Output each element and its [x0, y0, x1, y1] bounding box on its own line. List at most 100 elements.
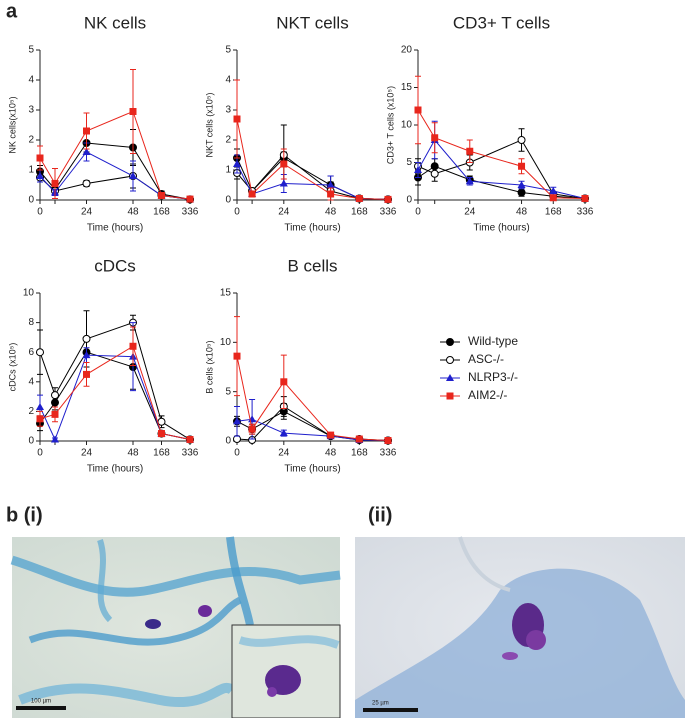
x-tick-label: 48	[127, 207, 139, 218]
x-tick-label: 168	[153, 448, 170, 459]
point	[36, 348, 44, 357]
y-tick-label: 5	[225, 45, 231, 56]
point	[327, 190, 335, 198]
y-tick-label: 0	[406, 195, 412, 206]
point	[465, 177, 474, 185]
series-line	[236, 356, 389, 442]
point	[430, 169, 439, 178]
point	[51, 435, 59, 443]
x-tick-label: 336	[577, 207, 594, 218]
y-tick-label: 0	[28, 436, 34, 447]
point	[158, 430, 165, 438]
point	[83, 370, 90, 378]
legend: Wild-type ASC-/- NLRP3-/- AIM2-/-	[440, 334, 518, 402]
point	[233, 352, 241, 360]
point	[355, 435, 363, 443]
point	[326, 181, 335, 188]
y-tick-label: 10	[23, 288, 35, 299]
panel-label: a	[6, 0, 18, 22]
point	[36, 154, 44, 162]
point	[129, 108, 137, 115]
y-tick-label: 5	[406, 157, 412, 168]
x-tick-label: 336	[380, 207, 397, 218]
legend-label: NLRP3-/-	[468, 370, 518, 384]
x-axis-label: Time (hours)	[87, 464, 143, 475]
y-tick-label: 10	[220, 337, 232, 348]
point	[279, 179, 288, 187]
series-line	[417, 109, 586, 199]
y-tick-label: 5	[28, 45, 34, 56]
x-tick-label: 168	[545, 207, 562, 218]
x-tick-label: 48	[516, 207, 528, 218]
y-tick-label: 2	[225, 135, 231, 146]
chart: CD3+ T cells CD3+ T cells (x10⁵) Time (hou…	[385, 13, 593, 233]
y-tick-label: 0	[225, 195, 231, 206]
y-tick-label: 3	[225, 105, 231, 116]
y-tick-label: 20	[401, 45, 413, 56]
y-tick-label: 4	[28, 75, 34, 86]
series-line	[236, 118, 389, 200]
series-line	[39, 354, 191, 441]
scale-bar-label: 100 µm	[31, 699, 51, 705]
point	[518, 162, 526, 170]
point	[466, 147, 474, 155]
x-tick-label: 0	[234, 448, 240, 459]
point	[186, 195, 194, 203]
chart-title: NKT cells	[276, 13, 348, 32]
scale-bar-label: 25 µm	[372, 701, 389, 707]
x-axis-label: Time (hours)	[284, 223, 340, 234]
series-line	[236, 410, 389, 442]
point	[82, 334, 91, 343]
x-tick-label: 24	[81, 207, 93, 218]
point	[280, 378, 288, 386]
y-tick-label: 10	[401, 120, 413, 131]
series-line	[236, 157, 389, 200]
y-tick-label: 0	[225, 436, 231, 447]
point	[51, 391, 59, 400]
x-tick-label: 0	[234, 207, 240, 218]
x-axis-label: Time (hours)	[284, 464, 340, 475]
series-line	[236, 418, 389, 442]
point	[581, 195, 589, 202]
x-tick-label: 168	[351, 448, 368, 459]
series-line	[39, 151, 191, 200]
point	[82, 148, 91, 155]
x-tick-label: 336	[182, 448, 199, 459]
y-axis-label: cDCs (x10⁵)	[7, 343, 17, 392]
point	[517, 181, 526, 188]
point	[157, 417, 166, 426]
point	[129, 172, 137, 179]
point	[280, 160, 288, 168]
point	[233, 435, 241, 444]
x-tick-label: 336	[380, 448, 397, 459]
y-tick-label: 15	[220, 288, 232, 299]
y-tick-label: 5	[225, 386, 231, 397]
point	[431, 134, 439, 142]
chart: NK cells NK cells(x10⁵) Time (hours) 0 1 2 3 4 5…	[7, 13, 198, 233]
y-tick-label: 15	[401, 82, 413, 93]
point	[355, 195, 363, 202]
point	[414, 166, 422, 173]
panel-label: (ii)	[368, 504, 392, 526]
point	[446, 356, 454, 364]
x-tick-label: 48	[325, 448, 337, 459]
series-line	[39, 110, 191, 200]
x-tick-label: 0	[37, 448, 43, 459]
y-tick-label: 1	[225, 165, 231, 176]
y-tick-label: 0	[28, 195, 34, 206]
chart: B cells B cells (x10⁵) Time (hours) 0 5 10 15 0…	[204, 256, 396, 474]
point	[36, 402, 44, 410]
x-tick-label: 24	[278, 207, 290, 218]
point	[36, 415, 44, 423]
point	[446, 392, 454, 400]
chart: NKT cells NKT cells (x10⁵) Time (hours) 0 1 2…	[204, 13, 396, 233]
point	[248, 425, 256, 433]
series-line	[39, 351, 191, 441]
x-tick-label: 24	[464, 207, 476, 218]
y-tick-label: 6	[28, 347, 34, 358]
point	[517, 188, 526, 197]
x-tick-label: 24	[81, 448, 93, 459]
legend-label: ASC-/-	[468, 352, 504, 366]
panel-label: b (i)	[6, 504, 43, 526]
